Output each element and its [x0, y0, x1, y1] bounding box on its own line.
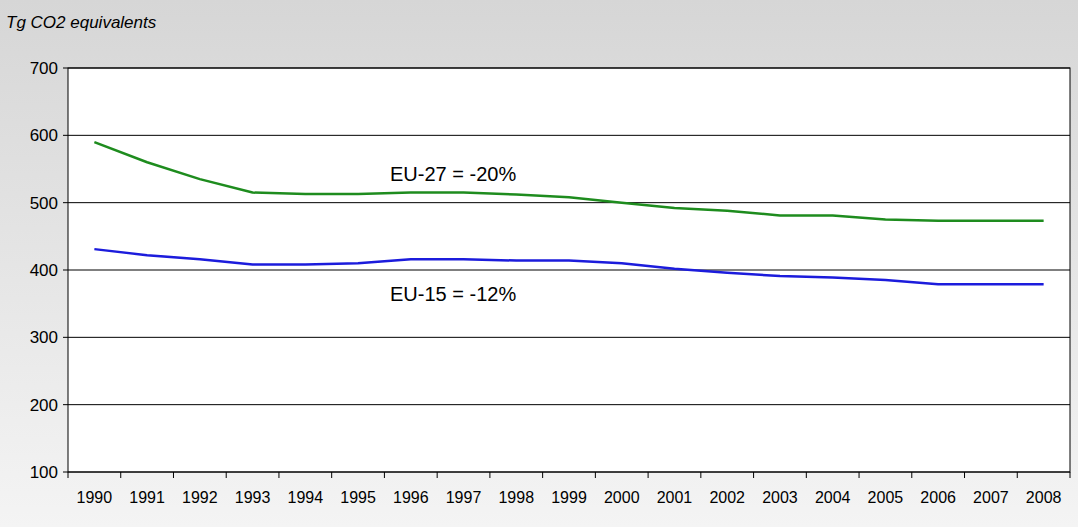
x-tick-label: 1993: [235, 489, 271, 506]
x-tick: [331, 472, 332, 478]
x-tick: [753, 472, 754, 478]
y-tick: [63, 404, 68, 405]
x-tick: [120, 472, 121, 478]
x-tick: [806, 472, 807, 478]
x-tick-label: 2008: [1026, 489, 1062, 506]
x-tick-label: 2007: [973, 489, 1009, 506]
x-tick-label: 2002: [709, 489, 745, 506]
annotation: EU-15 = -12%: [390, 283, 516, 305]
x-tick: [68, 472, 69, 478]
y-tick-label: 400: [30, 261, 58, 280]
y-tick-label: 300: [30, 328, 58, 347]
x-tick-label: 2001: [657, 489, 693, 506]
x-tick: [173, 472, 174, 478]
series-line: [94, 249, 1043, 284]
x-tick-label: 1997: [446, 489, 482, 506]
y-tick-label: 200: [30, 396, 58, 415]
x-tick: [1070, 472, 1071, 478]
y-tick: [63, 202, 68, 203]
x-tick-label: 2003: [762, 489, 798, 506]
grid-line: [68, 404, 1070, 405]
x-tick: [437, 472, 438, 478]
x-tick: [595, 472, 596, 478]
y-tick-label: 700: [30, 59, 58, 78]
grid-line: [68, 270, 1070, 271]
x-tick-label: 2004: [815, 489, 851, 506]
y-tick-label: 500: [30, 194, 58, 213]
x-tick-label: 1994: [288, 489, 324, 506]
plot-frame: [68, 68, 1070, 472]
x-tick-label: 1990: [77, 489, 113, 506]
x-tick-label: 1991: [129, 489, 165, 506]
y-tick: [63, 270, 68, 271]
series-line: [94, 142, 1043, 221]
x-tick: [700, 472, 701, 478]
y-axis-label: Tg CO2 equivalents: [6, 13, 157, 32]
x-tick-label: 2005: [868, 489, 904, 506]
x-tick: [226, 472, 227, 478]
x-tick-label: 1995: [340, 489, 376, 506]
x-tick: [964, 472, 965, 478]
grid-line: [68, 135, 1070, 136]
plot-area: [68, 68, 1070, 472]
background: [0, 0, 1078, 527]
grid-line: [68, 202, 1070, 203]
x-tick: [1017, 472, 1018, 478]
y-tick: [63, 68, 68, 69]
x-tick: [489, 472, 490, 478]
x-tick-label: 1996: [393, 489, 429, 506]
x-tick: [859, 472, 860, 478]
y-tick: [63, 337, 68, 338]
y-tick-label: 100: [30, 463, 58, 482]
series-group: [94, 142, 1043, 284]
y-tick-label: 600: [30, 126, 58, 145]
x-tick-label: 1999: [551, 489, 587, 506]
x-tick: [542, 472, 543, 478]
x-tick-label: 2006: [920, 489, 956, 506]
x-tick: [278, 472, 279, 478]
x-tick-label: 1998: [498, 489, 534, 506]
grid-line: [68, 337, 1070, 338]
x-tick-label: 1992: [182, 489, 218, 506]
x-tick-label: 2000: [604, 489, 640, 506]
y-tick: [63, 135, 68, 136]
x-tick: [911, 472, 912, 478]
x-tick: [384, 472, 385, 478]
annotation: EU-27 = -20%: [390, 163, 516, 185]
x-tick: [648, 472, 649, 478]
chart: 100 200 300 400 500 600 700 1990 1991 1992 1993 199…: [0, 0, 1078, 527]
y-tick: [63, 472, 68, 473]
